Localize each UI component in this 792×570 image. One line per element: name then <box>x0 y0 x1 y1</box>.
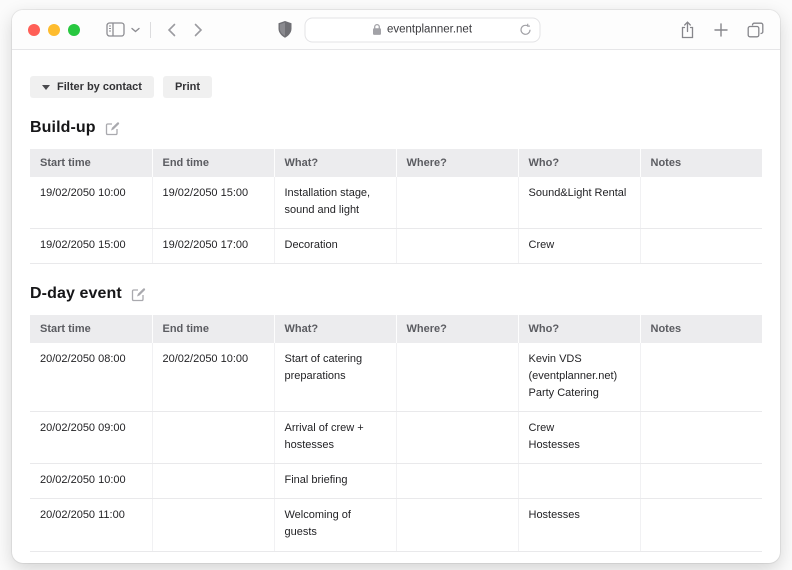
section-title: Build-up <box>30 119 96 136</box>
browser-window: eventplanner.net <box>12 10 780 563</box>
toolbar-divider <box>150 21 151 38</box>
schedule-table-d-day-event: Start time End time What? Where? Who? Notes 2… <box>30 315 762 552</box>
minimize-window-button[interactable] <box>48 23 60 36</box>
schedule-cell: Sound&Light Rental <box>518 177 641 230</box>
column-header: Where? <box>396 149 519 177</box>
schedule-cell <box>640 463 762 500</box>
forward-button[interactable] <box>188 21 209 39</box>
url-text: eventplanner.net <box>386 23 473 36</box>
column-header: What? <box>274 149 397 177</box>
schedule-row[interactable]: 20/02/2050 10:00 Final briefing <box>30 463 762 500</box>
print-label: Print <box>174 81 201 93</box>
column-header: What? <box>274 315 397 344</box>
address-bar[interactable]: eventplanner.net <box>304 17 541 42</box>
schedule-cell <box>152 463 275 500</box>
schedule-cell: Crew <box>518 228 641 265</box>
column-header: Notes <box>640 149 762 177</box>
reload-icon[interactable] <box>520 23 532 36</box>
back-button[interactable] <box>161 21 182 39</box>
new-tab-icon[interactable] <box>714 22 728 37</box>
schedule-row[interactable]: 19/02/2050 10:00 19/02/2050 15:00 Installa… <box>30 177 762 230</box>
top-action-row: Filter by contact Print <box>30 76 762 98</box>
edit-section-icon[interactable] <box>131 287 146 302</box>
sidebar-chevron-down-icon[interactable] <box>131 27 140 33</box>
schedule-cell: Kevin VDS (eventplanner.net) Party Cater… <box>518 343 641 413</box>
schedule-cell <box>396 228 519 265</box>
lock-icon <box>373 23 382 36</box>
schedule-cell <box>640 177 762 230</box>
schedule-cell <box>640 343 762 413</box>
schedule-cell: Decoration <box>274 228 397 265</box>
schedule-cell: 20/02/2050 10:00 <box>30 463 153 500</box>
schedule-cell: 20/02/2050 09:00 <box>30 411 153 465</box>
schedule-cell <box>396 343 519 413</box>
schedule-cell: 20/02/2050 11:00 <box>30 498 153 552</box>
schedule-cell: 19/02/2050 17:00 <box>152 228 275 265</box>
schedule-cell <box>640 498 762 552</box>
schedule-cell: Installation stage, sound and light <box>274 177 397 230</box>
table-header: Start time End time What? Where? Who? Notes <box>30 315 762 344</box>
schedule-row[interactable]: 20/02/2050 09:00 Arrival of crew + hostes… <box>30 411 762 465</box>
column-header: Where? <box>396 315 519 344</box>
column-header: Notes <box>640 315 762 344</box>
schedule-table-build-up: Start time End time What? Where? Who? Notes 1… <box>30 149 762 265</box>
schedule-row[interactable]: 19/02/2050 15:00 19/02/2050 17:00 Decorati… <box>30 228 762 265</box>
schedule-cell: 19/02/2050 10:00 <box>30 177 153 230</box>
table-header: Start time End time What? Where? Who? Notes <box>30 149 762 177</box>
schedule-cell: Hostesses <box>518 498 641 552</box>
filter-by-contact-label: Filter by contact <box>57 81 142 93</box>
schedule-cell <box>396 463 519 500</box>
column-header: Start time <box>30 149 153 177</box>
caret-down-icon <box>42 84 50 90</box>
column-header: Start time <box>30 315 153 344</box>
schedule-cell <box>396 177 519 230</box>
schedule-cell: 20/02/2050 08:00 <box>30 343 153 413</box>
schedule-cell <box>640 228 762 265</box>
schedule-cell <box>396 411 519 465</box>
edit-section-icon[interactable] <box>105 121 120 136</box>
schedule-cell: 19/02/2050 15:00 <box>30 228 153 265</box>
browser-chrome-bar: eventplanner.net <box>12 10 780 50</box>
share-icon[interactable] <box>680 20 695 39</box>
page-content: Filter by contact Print Build-up Start t… <box>12 76 780 563</box>
schedule-row[interactable]: 20/02/2050 08:00 20/02/2050 10:00 Start of… <box>30 343 762 413</box>
schedule-cell: 20/02/2050 10:00 <box>152 343 275 413</box>
schedule-cell: Start of catering preparations <box>274 343 397 413</box>
close-window-button[interactable] <box>28 23 40 36</box>
section-heading-d-day-event: D-day event <box>30 285 762 303</box>
schedule-cell: 19/02/2050 15:00 <box>152 177 275 230</box>
tab-overview-icon[interactable] <box>747 22 764 38</box>
zoom-window-button[interactable] <box>68 23 80 36</box>
section-heading-build-up: Build-up <box>30 119 762 137</box>
print-button[interactable]: Print <box>162 76 213 98</box>
schedule-cell <box>396 498 519 552</box>
column-header: End time <box>152 315 275 344</box>
filter-by-contact-button[interactable]: Filter by contact <box>30 76 154 98</box>
schedule-row[interactable]: 20/02/2050 11:00 Welcoming of guests Hoste… <box>30 498 762 552</box>
schedule-cell: Final briefing <box>274 463 397 500</box>
schedule-cell <box>640 411 762 465</box>
schedule-cell: Welcoming of guests <box>274 498 397 552</box>
schedule-cell <box>152 498 275 552</box>
schedule-cell: Crew Hostesses <box>518 411 641 465</box>
traffic-lights <box>28 23 80 36</box>
schedule-cell <box>152 411 275 465</box>
column-header: Who? <box>518 149 641 177</box>
privacy-shield-icon[interactable] <box>278 21 293 39</box>
section-title: D-day event <box>30 285 122 303</box>
chrome-nav-group <box>106 21 209 39</box>
schedule-cell <box>518 463 641 500</box>
chrome-right-icons <box>680 20 764 39</box>
url-group: eventplanner.net <box>278 17 541 42</box>
column-header: Who? <box>518 315 641 344</box>
column-header: End time <box>152 149 275 177</box>
sidebar-toggle-icon[interactable] <box>106 22 125 37</box>
schedule-cell: Arrival of crew + hostesses <box>274 411 397 465</box>
